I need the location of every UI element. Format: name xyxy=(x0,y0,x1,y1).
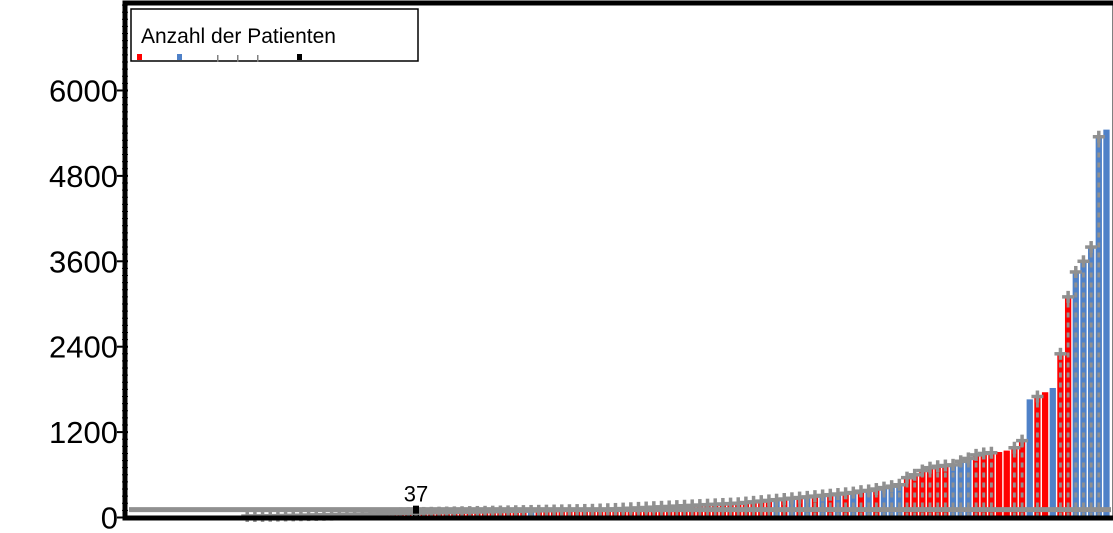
y-tick-label: 4800 xyxy=(49,159,118,194)
bar xyxy=(888,486,895,518)
legend-swatches xyxy=(137,54,302,62)
bar xyxy=(1049,387,1056,518)
y-tick-label: 0 xyxy=(101,501,118,533)
bar xyxy=(1026,399,1033,518)
bar xyxy=(903,477,911,518)
bar xyxy=(1018,440,1026,518)
legend-swatch xyxy=(137,54,142,60)
bar xyxy=(995,452,1003,518)
legend-box xyxy=(130,8,419,62)
bar xyxy=(1087,247,1095,518)
y-axis-labels: 0 1200 2400 3600 4800 6000 xyxy=(49,73,128,533)
y-tick-label: 3600 xyxy=(49,244,118,279)
annotation-label: 37 xyxy=(404,482,428,507)
legend-swatch xyxy=(177,54,182,60)
bar xyxy=(949,464,957,518)
legend: Anzahl der Patienten xyxy=(130,8,419,62)
legend-swatch xyxy=(257,55,259,62)
bar xyxy=(896,484,903,518)
legend-title: Anzahl der Patienten xyxy=(141,25,336,48)
bar xyxy=(1003,450,1010,518)
bar xyxy=(934,466,941,518)
bar xyxy=(942,465,949,518)
plot-frame xyxy=(122,0,1113,521)
bar xyxy=(1103,129,1110,518)
bar xyxy=(957,461,964,518)
y-tick-label: 6000 xyxy=(49,73,118,108)
bar xyxy=(965,458,972,518)
y-tick-label: 2400 xyxy=(49,330,118,365)
legend-swatch xyxy=(217,55,219,62)
bar xyxy=(1041,392,1049,518)
bar xyxy=(1080,261,1087,518)
y-tick-label: 1200 xyxy=(49,415,118,450)
legend-swatch xyxy=(237,55,239,62)
annotation-marker xyxy=(413,505,420,514)
legend-swatch xyxy=(297,54,302,60)
